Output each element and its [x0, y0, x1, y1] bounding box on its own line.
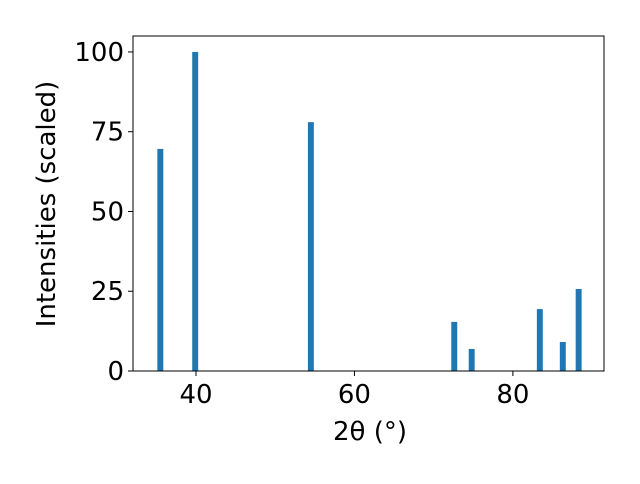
y-tick-label: 50: [91, 197, 124, 227]
y-tick-label: 100: [74, 38, 124, 68]
bar: [468, 348, 475, 371]
x-tick-label: 80: [496, 380, 529, 410]
y-tick-label: 25: [91, 277, 124, 307]
y-tick-label: 75: [91, 118, 124, 148]
x-tick-label: 40: [179, 380, 212, 410]
y-axis-label: Intensities (scaled): [32, 81, 62, 328]
bar: [307, 122, 314, 372]
bar: [157, 148, 164, 371]
bar: [451, 321, 458, 371]
x-tick-label: 60: [338, 380, 371, 410]
x-axis-label: 2θ (°): [333, 417, 407, 447]
bar: [192, 51, 199, 371]
bar: [575, 289, 582, 371]
y-tick-label: 0: [107, 357, 124, 387]
bar: [536, 309, 543, 371]
plot-frame: [132, 35, 605, 372]
bar: [559, 341, 566, 371]
